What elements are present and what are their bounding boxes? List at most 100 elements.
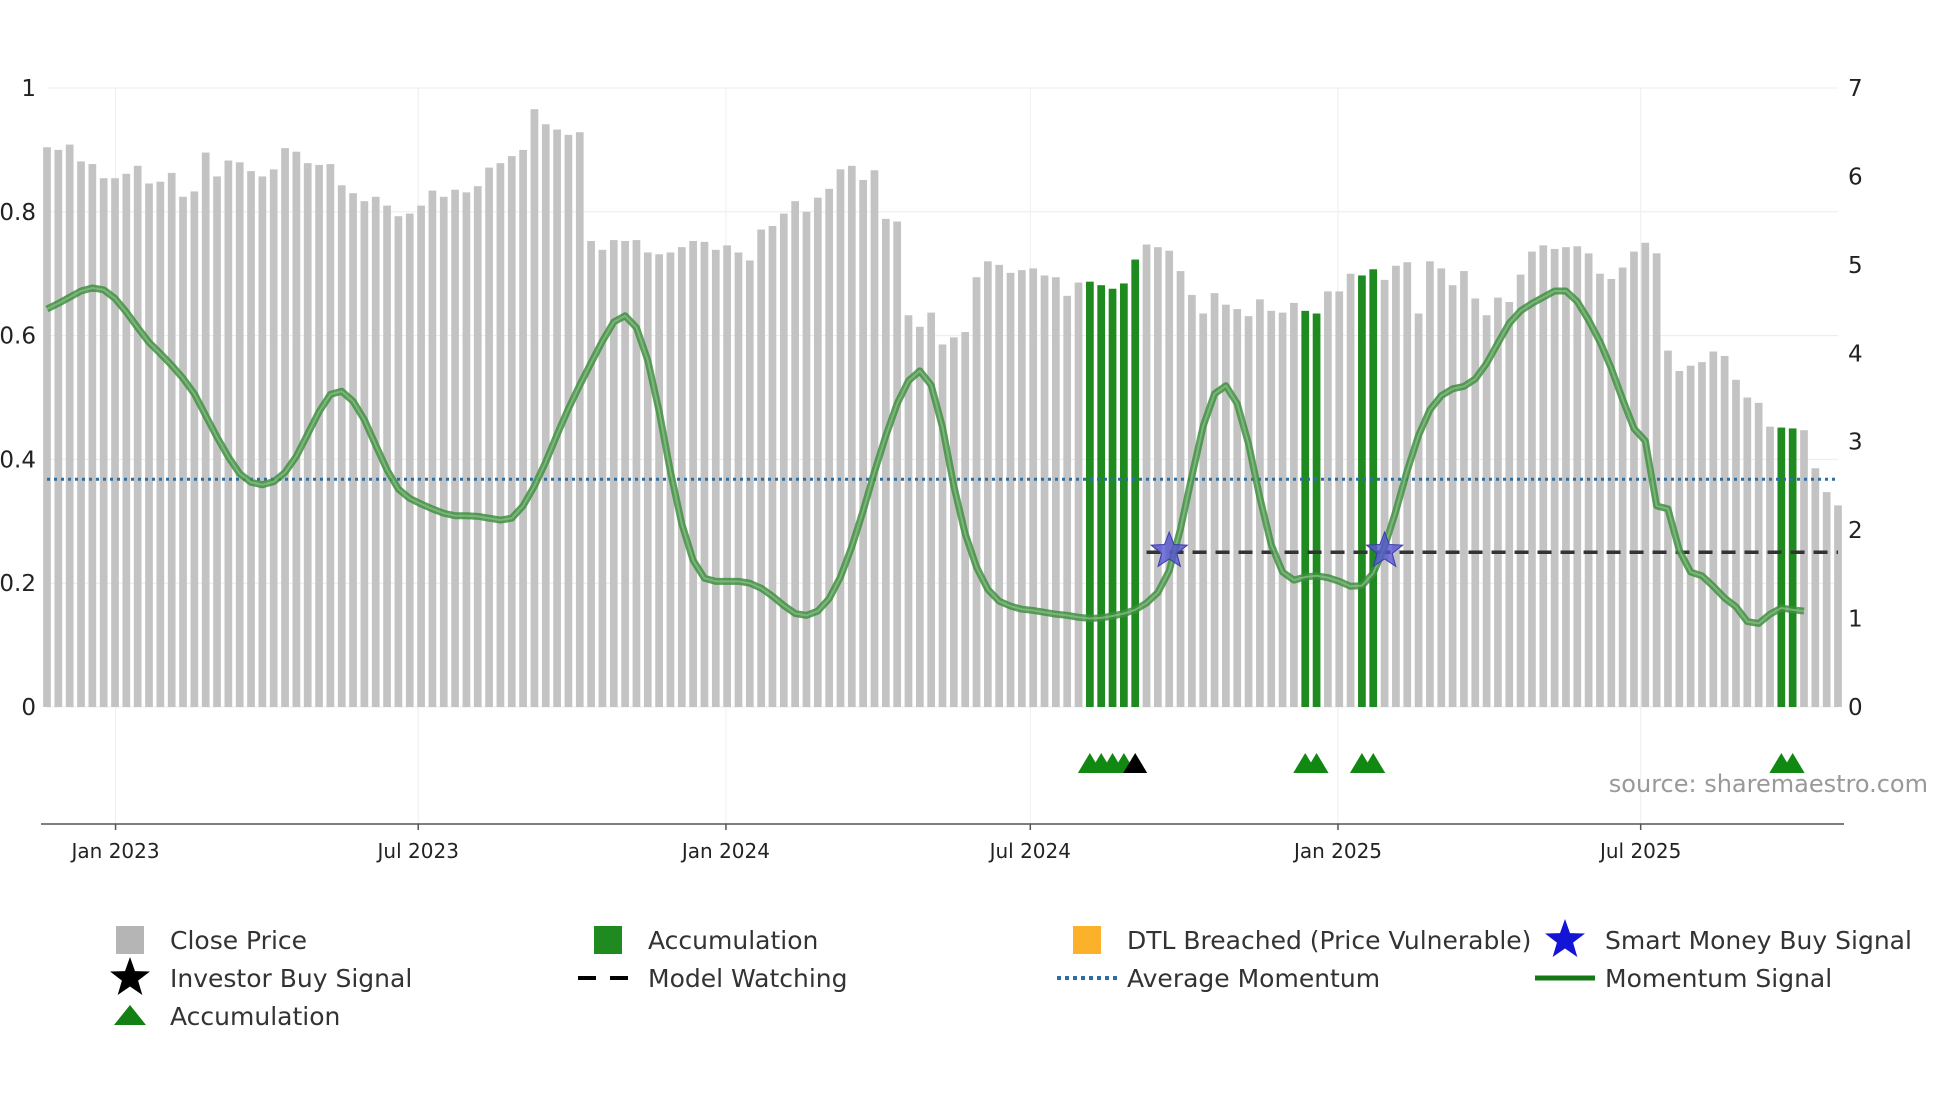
close-price-bar bbox=[337, 185, 346, 707]
close-price-bar bbox=[1754, 402, 1763, 707]
legend-square-swatch bbox=[594, 926, 622, 954]
close-price-bar bbox=[224, 160, 233, 707]
legend-label: Close Price bbox=[170, 926, 307, 955]
close-price-bar bbox=[870, 170, 879, 708]
smart-money-buy-star bbox=[1365, 530, 1405, 568]
close-price-bar bbox=[1199, 313, 1208, 707]
close-price-bar bbox=[1324, 291, 1332, 707]
close-price-bar bbox=[836, 169, 845, 708]
close-price-bar bbox=[1732, 379, 1740, 707]
close-price-bar bbox=[1188, 294, 1196, 707]
close-price-bar bbox=[1142, 244, 1151, 707]
legend-triangle-swatch bbox=[114, 1005, 146, 1025]
close-price-bar bbox=[417, 205, 425, 708]
legend: Close Price Accumulation DTL Breached (Pri… bbox=[110, 919, 1912, 1031]
close-price-bar bbox=[1392, 265, 1400, 707]
close-price-bar bbox=[1017, 270, 1026, 707]
close-price-bar bbox=[995, 264, 1004, 707]
close-price-bar bbox=[1834, 505, 1842, 707]
close-price-bar bbox=[428, 190, 437, 707]
legend-label: Accumulation bbox=[170, 1002, 340, 1031]
close-price-bar bbox=[133, 165, 142, 707]
legend-item: Momentum Signal bbox=[1535, 964, 1832, 993]
accumulation-bar bbox=[1312, 313, 1321, 707]
close-price-bar bbox=[1766, 426, 1774, 707]
close-price-bar bbox=[768, 225, 777, 707]
left-tick-label: 0 bbox=[21, 695, 36, 721]
right-tick-label: 0 bbox=[1848, 695, 1863, 721]
accumulation-triangle bbox=[1361, 753, 1386, 773]
close-price-bar bbox=[88, 164, 97, 708]
close-price-bar bbox=[893, 221, 902, 707]
close-price-bar bbox=[360, 201, 369, 707]
legend-square-swatch bbox=[1073, 926, 1101, 954]
close-price-bar bbox=[122, 173, 131, 707]
close-price-bar bbox=[77, 161, 85, 707]
close-price-bar bbox=[949, 337, 958, 707]
close-price-bar bbox=[1596, 273, 1604, 707]
close-price-bar bbox=[915, 326, 924, 707]
close-price-bar bbox=[541, 124, 550, 707]
close-price-bar bbox=[1233, 309, 1242, 707]
close-price-bar bbox=[1244, 316, 1253, 707]
left-tick-label: 0.4 bbox=[0, 447, 36, 473]
close-price-bar bbox=[1380, 279, 1389, 707]
close-price-bar bbox=[791, 201, 799, 707]
close-price-bar bbox=[1630, 251, 1638, 707]
x-tick-label: Jan 2024 bbox=[680, 839, 770, 863]
close-price-bar bbox=[1052, 277, 1060, 707]
close-price-bar bbox=[1290, 302, 1298, 707]
close-price-bar bbox=[1460, 271, 1468, 707]
close-price-bar bbox=[587, 240, 595, 708]
close-price-bar bbox=[1562, 247, 1570, 708]
close-price-bar bbox=[111, 178, 119, 707]
close-price-bar bbox=[530, 109, 539, 708]
close-price-bar bbox=[1278, 312, 1287, 707]
close-price-bar bbox=[655, 254, 663, 707]
legend-item: DTL Breached (Price Vulnerable) bbox=[1073, 926, 1531, 955]
close-price-bar bbox=[179, 196, 187, 707]
close-price-bar bbox=[156, 181, 165, 708]
close-price-bar bbox=[519, 149, 527, 707]
close-price-bar bbox=[723, 245, 731, 707]
close-price-bar bbox=[779, 213, 788, 707]
close-price-bar bbox=[1426, 261, 1434, 707]
close-price-bar bbox=[1686, 365, 1695, 707]
smart-money-buy-star bbox=[1149, 530, 1189, 568]
close-price-bar bbox=[1448, 285, 1457, 707]
close-price-bar bbox=[609, 240, 618, 707]
accumulation-bar bbox=[1120, 283, 1128, 707]
close-price-bar bbox=[349, 193, 357, 708]
legend-label: Investor Buy Signal bbox=[170, 964, 412, 993]
close-price-bar bbox=[1222, 304, 1230, 707]
close-price-bar bbox=[1437, 268, 1446, 707]
close-price-bar bbox=[632, 240, 641, 707]
close-price-bar bbox=[190, 191, 199, 707]
close-price-bar bbox=[711, 249, 720, 707]
momentum-signal-highlight bbox=[46, 286, 1805, 625]
right-tick-label: 4 bbox=[1848, 341, 1863, 367]
close-price-bar bbox=[405, 213, 414, 707]
legend-item: Average Momentum bbox=[1057, 964, 1380, 993]
accumulation-bar bbox=[1086, 281, 1094, 707]
close-price-bar bbox=[938, 344, 947, 707]
legend-star-swatch bbox=[110, 957, 150, 995]
close-price-bar bbox=[1482, 315, 1491, 707]
close-price-bar bbox=[1652, 253, 1661, 708]
close-price-bar bbox=[1176, 271, 1185, 707]
close-price-bar bbox=[1505, 302, 1514, 707]
close-price-bar bbox=[1029, 268, 1038, 707]
close-price-bar bbox=[269, 169, 278, 708]
left-tick-label: 1 bbox=[21, 76, 36, 102]
right-tick-label: 1 bbox=[1848, 607, 1863, 633]
close-price-bar bbox=[553, 129, 561, 707]
accumulation-triangle bbox=[1304, 753, 1329, 773]
close-price-bar bbox=[326, 164, 335, 708]
close-price-bar bbox=[757, 229, 765, 708]
close-price-bar bbox=[825, 188, 833, 707]
close-price-bar bbox=[258, 176, 267, 707]
close-price-bar bbox=[972, 277, 981, 707]
right-tick-label: 6 bbox=[1848, 164, 1863, 190]
legend-item: Investor Buy Signal bbox=[110, 957, 412, 995]
